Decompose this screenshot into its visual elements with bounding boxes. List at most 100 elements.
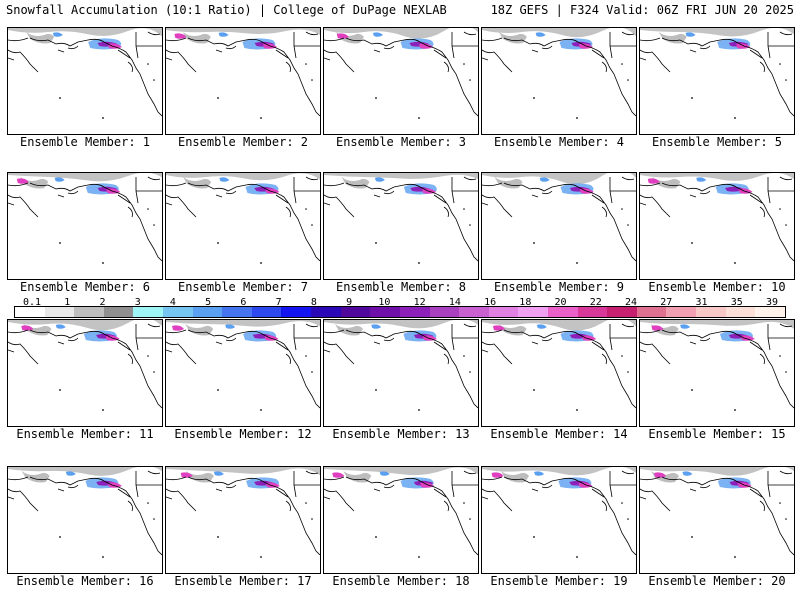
coastline [187, 182, 320, 262]
island-dot [627, 79, 629, 81]
snow-shading [682, 471, 693, 476]
snow-shading [482, 173, 636, 185]
coastline [373, 337, 395, 345]
snow-shading [736, 43, 751, 49]
island-dot [469, 518, 471, 520]
coastline [345, 37, 478, 117]
snow-shading [501, 471, 530, 483]
island-dot [621, 502, 623, 504]
coastline [166, 488, 197, 512]
snow-shading [171, 325, 184, 331]
snow-shading [219, 177, 230, 182]
snow-shading [640, 320, 794, 329]
colorbar-swatch [547, 307, 578, 317]
island-dot [576, 556, 578, 558]
island-dot [533, 97, 535, 99]
snow-shading [166, 320, 320, 327]
colorbar-tick-label: 31 [695, 297, 708, 308]
ensemble-panel [481, 466, 637, 574]
map-area [482, 173, 636, 264]
island-dot [217, 242, 219, 244]
ensemble-panel [165, 172, 321, 280]
island-dot [734, 262, 736, 264]
map-area [482, 320, 636, 411]
colorbar-swatch [488, 307, 519, 317]
island-dot [785, 224, 787, 226]
island-dot [734, 556, 736, 558]
island-dot [469, 79, 471, 81]
island-dot [576, 409, 578, 411]
coastline [609, 32, 636, 59]
coastline [689, 45, 711, 53]
island-dot [533, 389, 535, 391]
coastline [117, 488, 133, 512]
coastline [135, 32, 162, 59]
coastline [482, 31, 635, 42]
coastline [324, 31, 477, 42]
map-area [324, 320, 478, 411]
coastline [166, 470, 319, 481]
colorbar-tick-label: 35 [730, 297, 743, 308]
ensemble-member-label: Ensemble Member: 12 [174, 427, 312, 441]
coastline [29, 476, 162, 556]
island-dot [311, 371, 313, 373]
ensemble-panel [639, 27, 795, 135]
map-area [8, 467, 162, 558]
coastline [640, 194, 671, 218]
coastline [640, 341, 671, 365]
map-area [482, 467, 636, 558]
island-dot [627, 518, 629, 520]
island-dot [734, 409, 736, 411]
snow-shading [324, 467, 478, 476]
island-dot [153, 224, 155, 226]
coastline [57, 190, 79, 198]
snow-shading [21, 325, 34, 331]
coastline [661, 37, 794, 117]
map-area [166, 320, 320, 411]
snow-shading [107, 482, 122, 488]
coastline [531, 484, 553, 492]
coastline [373, 484, 395, 492]
snow-shading [685, 32, 696, 37]
colorbar-tick-label: 4 [169, 297, 176, 308]
colorbar-tick-label: 39 [765, 297, 779, 308]
island-dot [463, 208, 465, 210]
snow-shading [332, 472, 345, 478]
map-area [8, 320, 162, 411]
snow-shading [334, 324, 363, 336]
snow-shading [582, 335, 597, 341]
map-area [8, 173, 162, 264]
ensemble-panel [7, 466, 163, 574]
island-dot [260, 117, 262, 119]
island-dot [621, 208, 623, 210]
coastline [215, 190, 237, 198]
island-dot [463, 502, 465, 504]
snow-shading [491, 472, 504, 478]
colorbar-swatch [577, 307, 608, 317]
island-dot [576, 117, 578, 119]
colorbar-swatch [518, 307, 548, 317]
ensemble-member-label: Ensemble Member: 20 [648, 574, 786, 588]
island-dot [576, 262, 578, 264]
coastline [8, 341, 39, 365]
coastline [8, 31, 161, 42]
coastline [29, 37, 162, 117]
ensemble-panel [7, 172, 163, 280]
coastline [749, 49, 765, 73]
snow-shading [8, 173, 162, 182]
island-dot [305, 502, 307, 504]
coastline [345, 476, 478, 556]
colorbar-swatch [133, 307, 164, 317]
colorbar-tick-label: 2 [99, 297, 106, 308]
coastline [29, 182, 162, 262]
coastline [503, 329, 636, 409]
ensemble-panel [7, 319, 163, 427]
island-dot [59, 242, 61, 244]
snow-shading [696, 177, 707, 182]
coastline [293, 32, 320, 59]
island-dot [102, 262, 104, 264]
coastline [482, 341, 513, 365]
colorbar-swatch [192, 307, 223, 317]
snow-shading [341, 177, 370, 189]
map-area [324, 173, 478, 264]
